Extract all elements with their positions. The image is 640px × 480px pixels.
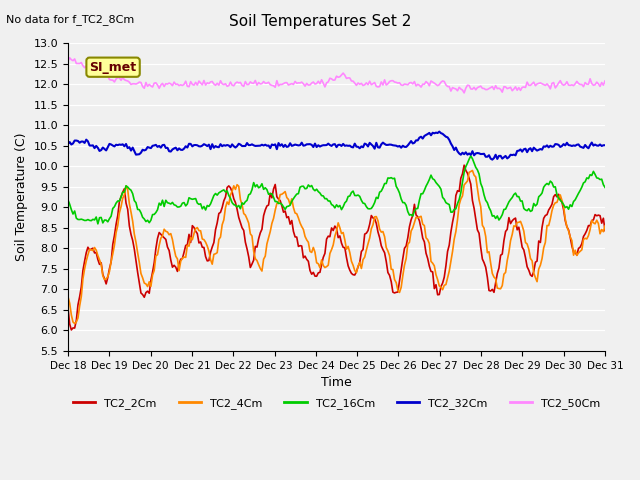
TC2_4Cm xyxy=(212,251,220,257)
TC2_16Cm xyxy=(173,204,181,210)
TC2_2Cm xyxy=(64,305,72,311)
TC2_4Cm xyxy=(170,246,178,252)
TC2_32Cm xyxy=(435,129,443,134)
TC2_2Cm xyxy=(173,268,181,274)
TC2_2Cm xyxy=(170,263,178,268)
TC2_50Cm xyxy=(64,58,72,63)
TC2_16Cm xyxy=(170,202,178,208)
TC2_16Cm xyxy=(64,197,72,203)
TC2_32Cm xyxy=(535,147,543,153)
Text: Soil Temperatures Set 2: Soil Temperatures Set 2 xyxy=(229,14,411,29)
TC2_4Cm xyxy=(547,216,554,222)
TC2_4Cm xyxy=(71,321,79,326)
TC2_50Cm xyxy=(547,86,554,92)
TC2_50Cm xyxy=(66,55,74,60)
TC2_32Cm xyxy=(168,146,176,152)
TC2_50Cm xyxy=(535,81,543,86)
TC2_32Cm xyxy=(547,143,554,149)
Line: TC2_4Cm: TC2_4Cm xyxy=(68,170,605,324)
TC2_2Cm xyxy=(547,204,554,210)
TC2_50Cm xyxy=(601,78,609,84)
TC2_32Cm xyxy=(488,157,496,163)
TC2_16Cm xyxy=(535,194,543,200)
TC2_4Cm xyxy=(173,256,181,262)
TC2_16Cm xyxy=(547,178,554,184)
TC2_32Cm xyxy=(127,148,135,154)
TC2_2Cm xyxy=(212,227,220,233)
X-axis label: Time: Time xyxy=(321,376,352,389)
TC2_50Cm xyxy=(460,90,468,96)
Text: SI_met: SI_met xyxy=(90,60,136,74)
TC2_16Cm xyxy=(601,184,609,190)
TC2_4Cm xyxy=(64,294,72,300)
Legend: TC2_2Cm, TC2_4Cm, TC2_16Cm, TC2_32Cm, TC2_50Cm: TC2_2Cm, TC2_4Cm, TC2_16Cm, TC2_32Cm, TC… xyxy=(68,393,605,413)
Line: TC2_32Cm: TC2_32Cm xyxy=(68,132,605,160)
TC2_50Cm xyxy=(173,81,181,87)
TC2_50Cm xyxy=(212,83,220,88)
TC2_4Cm xyxy=(468,168,476,173)
TC2_16Cm xyxy=(212,191,220,196)
Line: TC2_2Cm: TC2_2Cm xyxy=(68,165,605,330)
TC2_2Cm xyxy=(601,228,609,233)
TC2_32Cm xyxy=(172,145,180,151)
TC2_32Cm xyxy=(601,143,609,148)
TC2_4Cm xyxy=(535,266,543,272)
TC2_32Cm xyxy=(64,141,72,147)
Text: No data for f_TC2_8Cm: No data for f_TC2_8Cm xyxy=(6,14,134,25)
Line: TC2_16Cm: TC2_16Cm xyxy=(68,156,605,224)
TC2_2Cm xyxy=(129,238,136,243)
TC2_50Cm xyxy=(129,81,136,87)
TC2_32Cm xyxy=(210,145,218,151)
TC2_2Cm xyxy=(460,162,468,168)
TC2_16Cm xyxy=(467,153,475,159)
Line: TC2_50Cm: TC2_50Cm xyxy=(68,58,605,93)
Y-axis label: Soil Temperature (C): Soil Temperature (C) xyxy=(15,132,28,261)
TC2_50Cm xyxy=(170,79,178,85)
TC2_2Cm xyxy=(67,327,75,333)
TC2_2Cm xyxy=(535,238,543,244)
TC2_4Cm xyxy=(129,218,136,224)
TC2_16Cm xyxy=(129,191,136,197)
TC2_16Cm xyxy=(94,221,102,227)
TC2_4Cm xyxy=(601,223,609,228)
